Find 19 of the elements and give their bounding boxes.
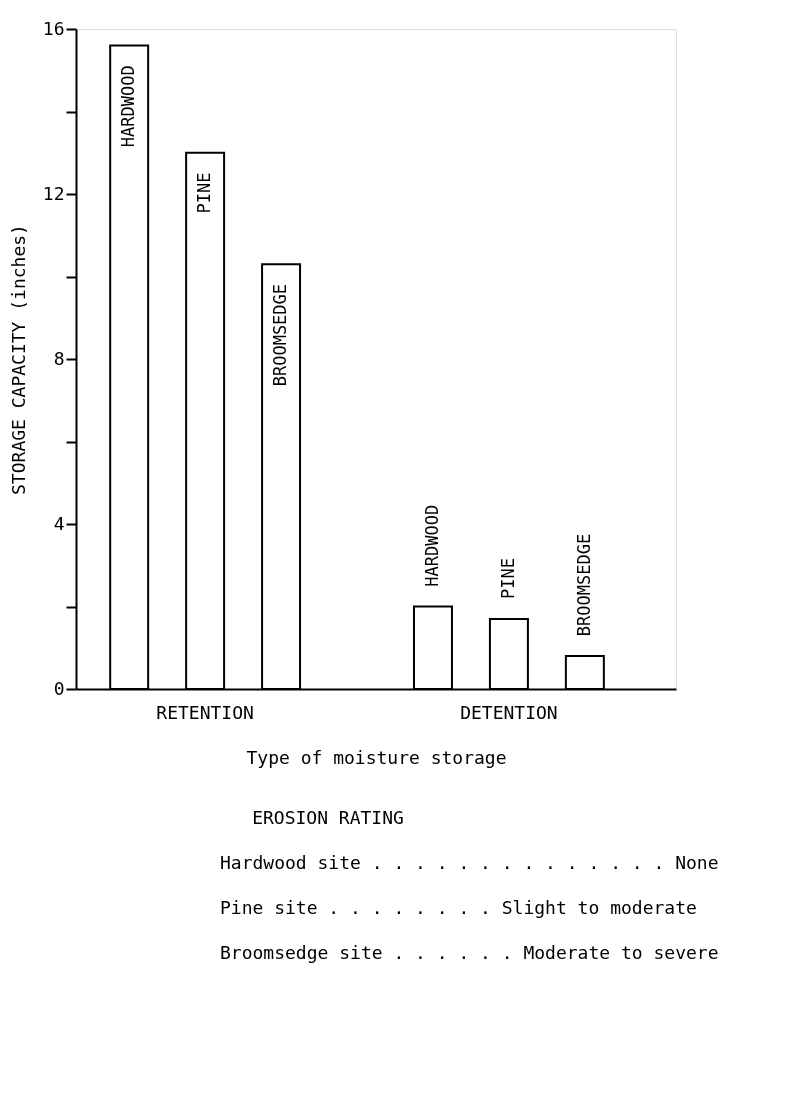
y-axis-title: STORAGE CAPACITY (inches) [7, 224, 29, 495]
x-tick-label: HARDWOOD [421, 504, 442, 587]
y-tick-label: 12 [42, 182, 65, 204]
y-tick-label: 0 [53, 677, 65, 699]
y-tick-label: 16 [42, 17, 65, 39]
x-tick-label: PINE [194, 172, 215, 214]
x-tick-label: BROOMSEDGE [270, 283, 291, 387]
text: EROSION RATING [252, 807, 404, 828]
text: RETENTION [156, 702, 254, 723]
text: Pine site . . . . . . . . Slight to moderate [220, 897, 697, 918]
text: Broomsedge site . . . . . . Moderate to severe [220, 942, 719, 963]
text: Hardwood site . . . . . . . . . . . . . . None [220, 852, 719, 873]
y-tick-label: 4 [53, 512, 65, 534]
y-tick-label: 8 [53, 347, 65, 369]
x-axis-title: Type of moisture storage [246, 746, 507, 768]
x-tick-label: PINE [497, 558, 518, 600]
text: DETENTION [460, 702, 558, 723]
x-tick-label: HARDWOOD [118, 65, 139, 148]
x-tick-label: BROOMSEDGE [573, 533, 594, 637]
